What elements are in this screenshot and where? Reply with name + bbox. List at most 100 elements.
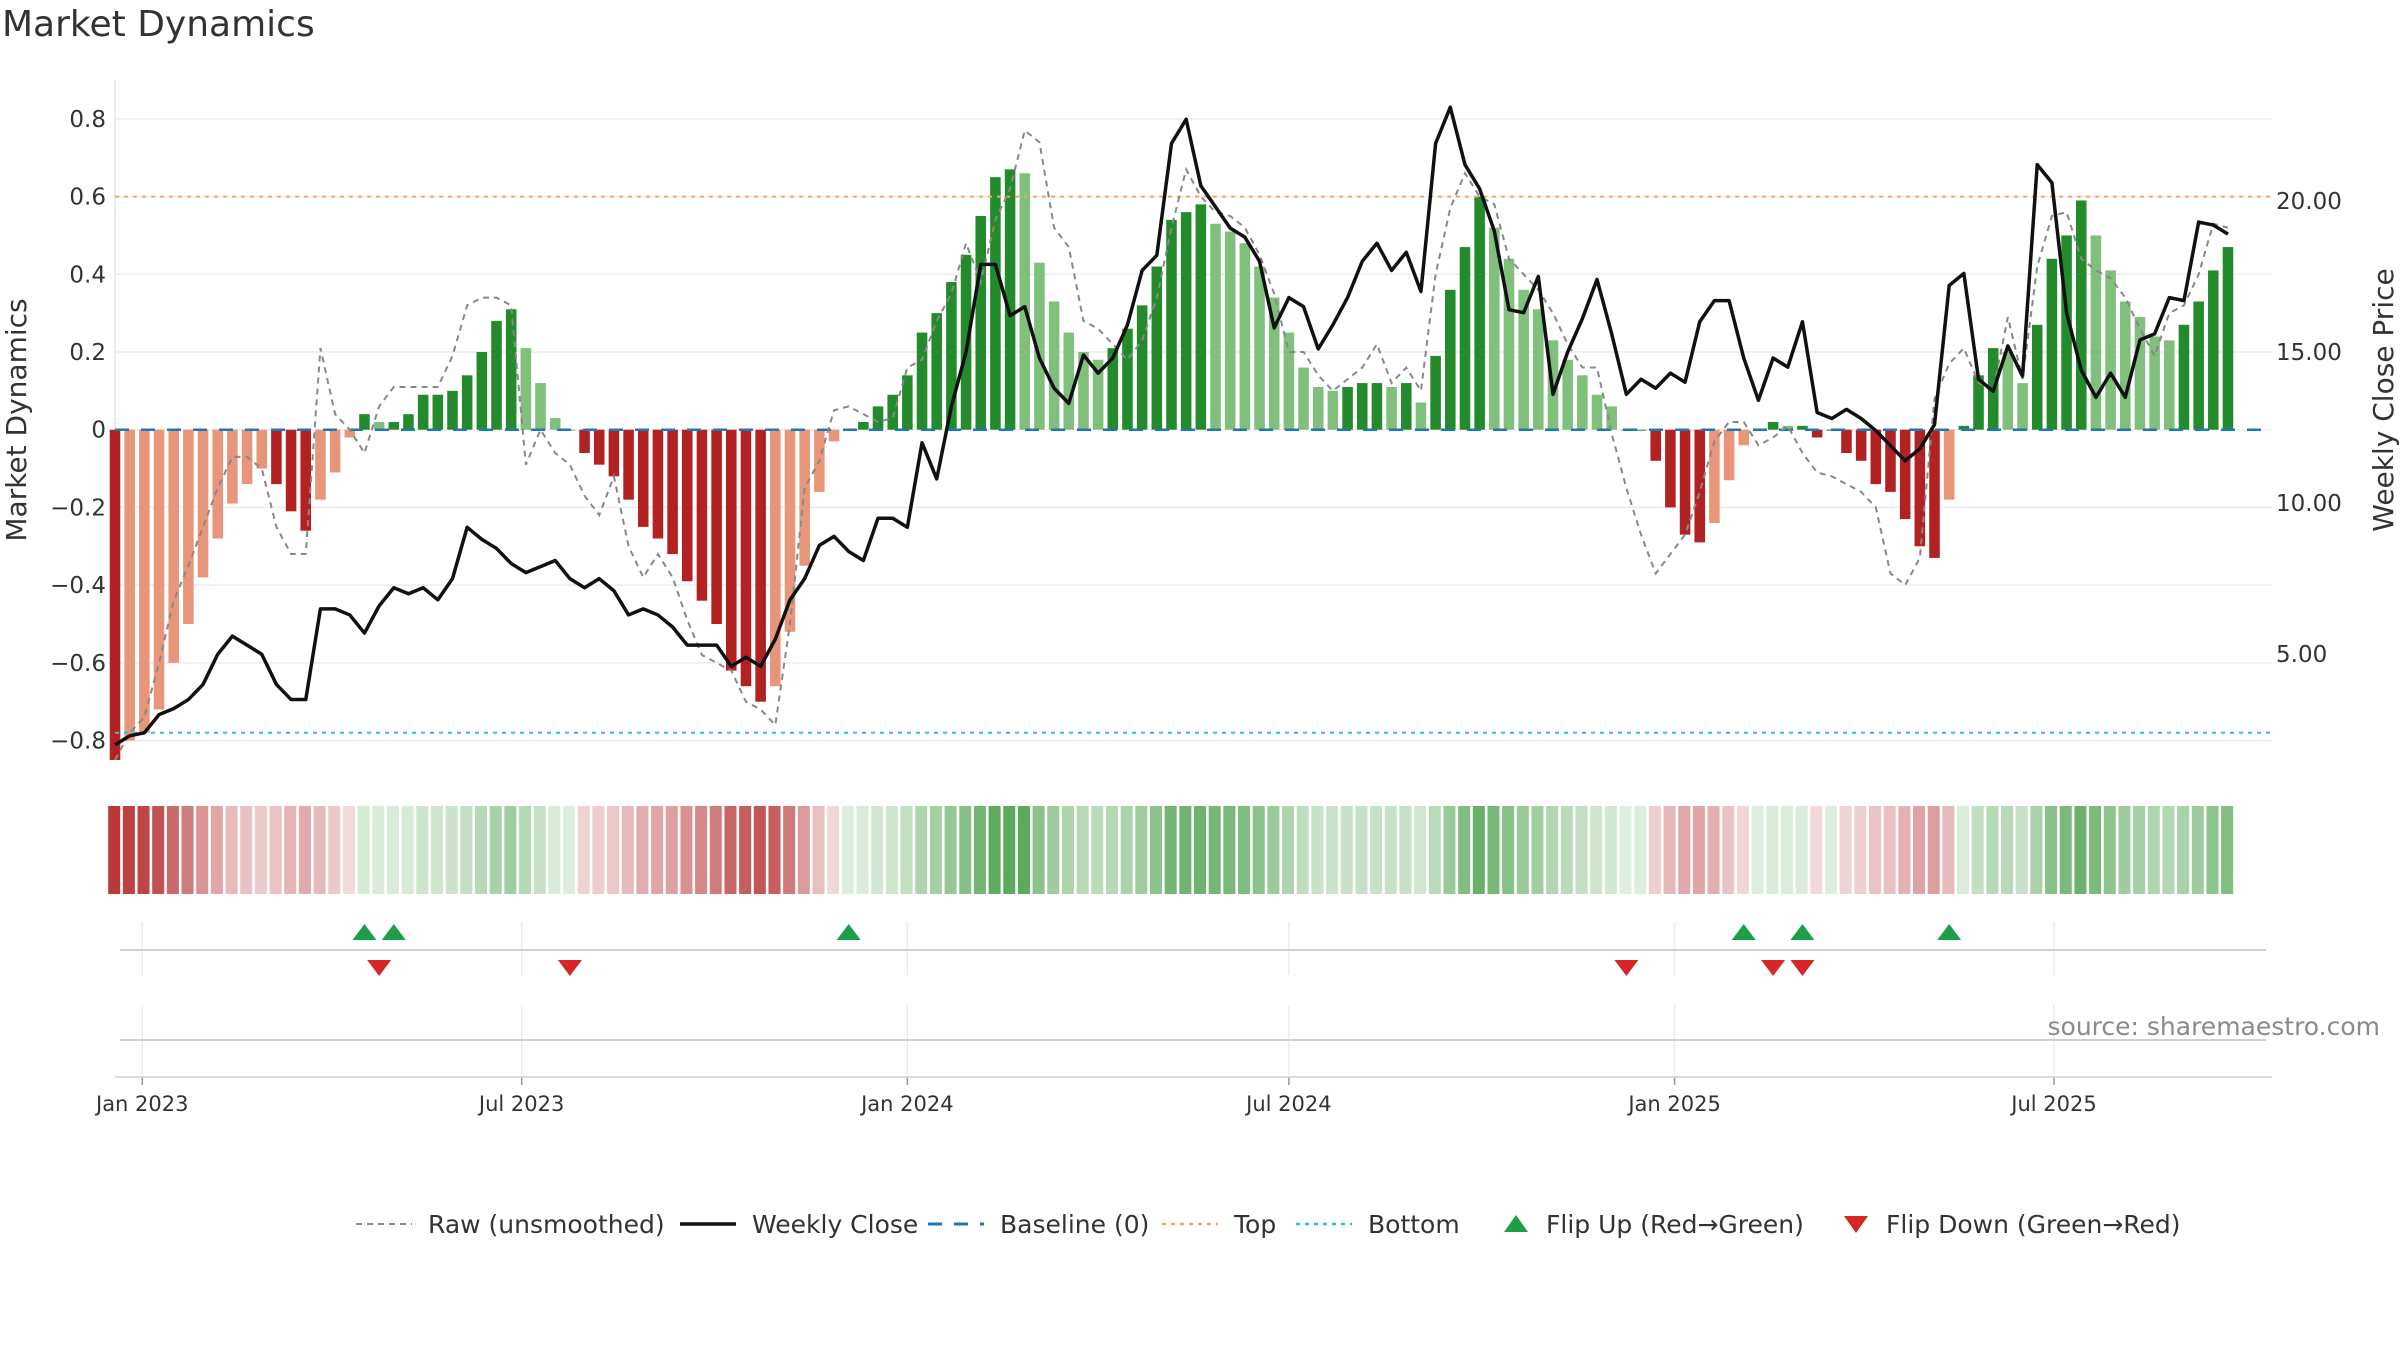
dynamics-bar [1445,289,1456,430]
dynamics-bar [1811,429,1823,438]
y-tick-label: 0.8 [69,107,106,133]
x-tick-label: Jul 2025 [2009,1092,2096,1116]
heat-strip-cell [225,806,238,894]
y2-tick-label: 10.00 [2276,491,2342,517]
heat-strip-cell [1692,806,1705,894]
heat-strip-cell [1252,806,1265,894]
dynamics-bar [1268,297,1280,430]
dynamics-bar [1958,425,1970,430]
heat-strip-cell [1780,806,1793,894]
dynamics-bar [1943,429,1955,500]
heat-strip-cell [1047,806,1060,894]
dynamics-bar [2002,352,2014,430]
heat-strip-cell [254,806,267,894]
y-tick-label: 0.4 [69,262,106,288]
dynamics-bar [681,429,693,582]
dynamics-bar [1533,309,1544,430]
dynamics-bar [1562,359,1573,430]
dynamics-bar [256,429,268,469]
dynamics-bar [1474,196,1485,430]
dynamics-bar [1694,429,1706,543]
legend-label: Weekly Close [752,1210,918,1239]
dynamics-bar [1107,348,1119,430]
heat-strip-cell [1810,806,1823,894]
dynamics-bar [2075,200,2087,430]
dynamics-bar [1312,386,1324,430]
dynamics-bar [1151,266,1163,430]
heat-strip-cell [1091,806,1104,894]
y2-tick-label: 5.00 [2276,642,2327,668]
heat-strip-cell [313,806,326,894]
dynamics-bar [1503,258,1515,430]
dynamics-bar [931,313,942,430]
dynamics-bar [1048,301,1060,430]
legend-label: Baseline (0) [1000,1210,1149,1239]
dynamics-bar [1577,375,1588,430]
heat-strip-cell [298,806,311,894]
heat-strip-cell [1663,806,1676,894]
heat-strip-cell [2089,806,2102,894]
legend-label: Bottom [1368,1210,1460,1239]
dynamics-bar [432,394,444,430]
heat-strip-cell [900,806,913,894]
heat-strip-cell [768,806,781,894]
heat-strip-cell [1795,806,1808,894]
heat-strip-cell [386,806,399,894]
legend-swatch-up [1504,1215,1528,1232]
heat-strip-cell [1883,806,1896,894]
dynamics-bar [109,429,121,760]
dynamics-bar [1635,429,1647,431]
heat-strip-cell [1487,806,1500,894]
dynamics-bar [1356,383,1368,430]
legend-label: Flip Down (Green→Red) [1886,1210,2181,1239]
flip-down-marker [367,960,392,976]
heat-strip-cell [2162,806,2175,894]
heat-strip-cell [1399,806,1412,894]
y-tick-label: 0.6 [69,185,106,211]
dynamics-bar [858,421,869,430]
heat-strip-cell [2221,806,2234,894]
x-tick-label: Jan 2023 [94,1092,189,1116]
dynamics-bar [1738,429,1750,446]
flip-up-marker [1731,924,1756,940]
raw-line [114,128,2229,761]
heat-strip-cell [2059,806,2072,894]
heat-strip-cell [973,806,986,894]
heat-strip-cell [1105,806,1118,894]
heat-strip-cell [1326,806,1339,894]
heat-strip-cell [1355,806,1368,894]
heat-strip-cell [1282,806,1295,894]
dynamics-bar [1723,429,1735,481]
heat-strip-cell [1707,806,1720,894]
heat-strip-cell [2206,806,2219,894]
dynamics-bar [799,429,810,566]
dynamics-bar [652,429,664,539]
dynamics-bar [1004,169,1016,430]
dynamics-bar [447,390,458,430]
y2-axis-title: Weekly Close Price [2367,268,2400,531]
heat-strip-cell [2118,806,2131,894]
heat-strip-cell [1164,806,1177,894]
heat-strip-cell [1913,806,1926,894]
dynamics-bar [667,429,678,555]
heat-strip-cell [357,806,370,894]
heat-strip-cell [1575,806,1588,894]
heat-strip-cell [1560,806,1573,894]
dynamics-bar [2178,324,2190,430]
dynamics-bar [1489,227,1500,430]
dynamics-bar [373,421,385,430]
heat-strip-cell [1648,806,1661,894]
dynamics-bar [1797,425,1808,430]
y-axis-title: Market Dynamics [0,298,33,541]
heat-strip-cell [401,806,414,894]
flip-down-marker [557,960,582,976]
dynamics-bar [1679,429,1691,535]
heat-strip-cell [1120,806,1133,894]
dynamics-bar [1327,390,1339,430]
heat-strip-cell [1839,806,1852,894]
dynamics-bar [227,429,238,504]
heat-strip-cell [2074,806,2087,894]
flip-up-marker [836,924,861,940]
heat-strip-cell [1619,806,1632,894]
dynamics-bar [696,429,708,601]
